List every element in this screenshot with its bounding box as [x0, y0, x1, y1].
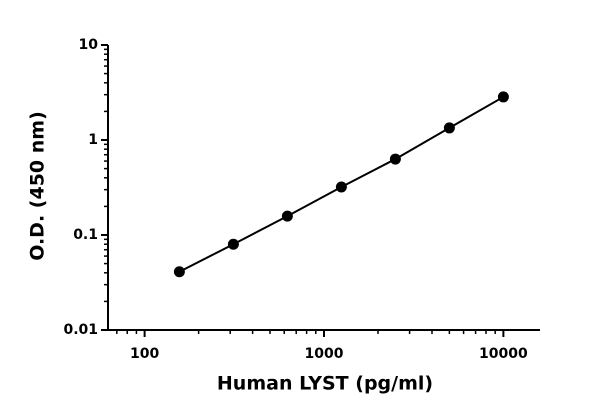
data-point — [335, 181, 347, 193]
data-point — [173, 266, 185, 278]
y-axis-title: O.D. (450 nm) — [27, 111, 49, 261]
y-tick-label: 0.01 — [63, 322, 98, 338]
data-point — [227, 238, 239, 250]
data-point — [389, 153, 401, 165]
x-axis-title: Human LYST (pg/ml) — [217, 373, 433, 395]
data-point — [497, 91, 509, 103]
y-tick-label: 10 — [79, 37, 99, 53]
data-point — [443, 122, 455, 134]
x-tick-label: 10000 — [479, 346, 528, 362]
x-tick-label: 1000 — [305, 346, 344, 362]
y-tick-label: 1 — [88, 132, 98, 148]
x-tick-label: 100 — [130, 346, 159, 362]
y-tick-label: 0.1 — [73, 227, 98, 243]
data-point — [281, 210, 293, 222]
